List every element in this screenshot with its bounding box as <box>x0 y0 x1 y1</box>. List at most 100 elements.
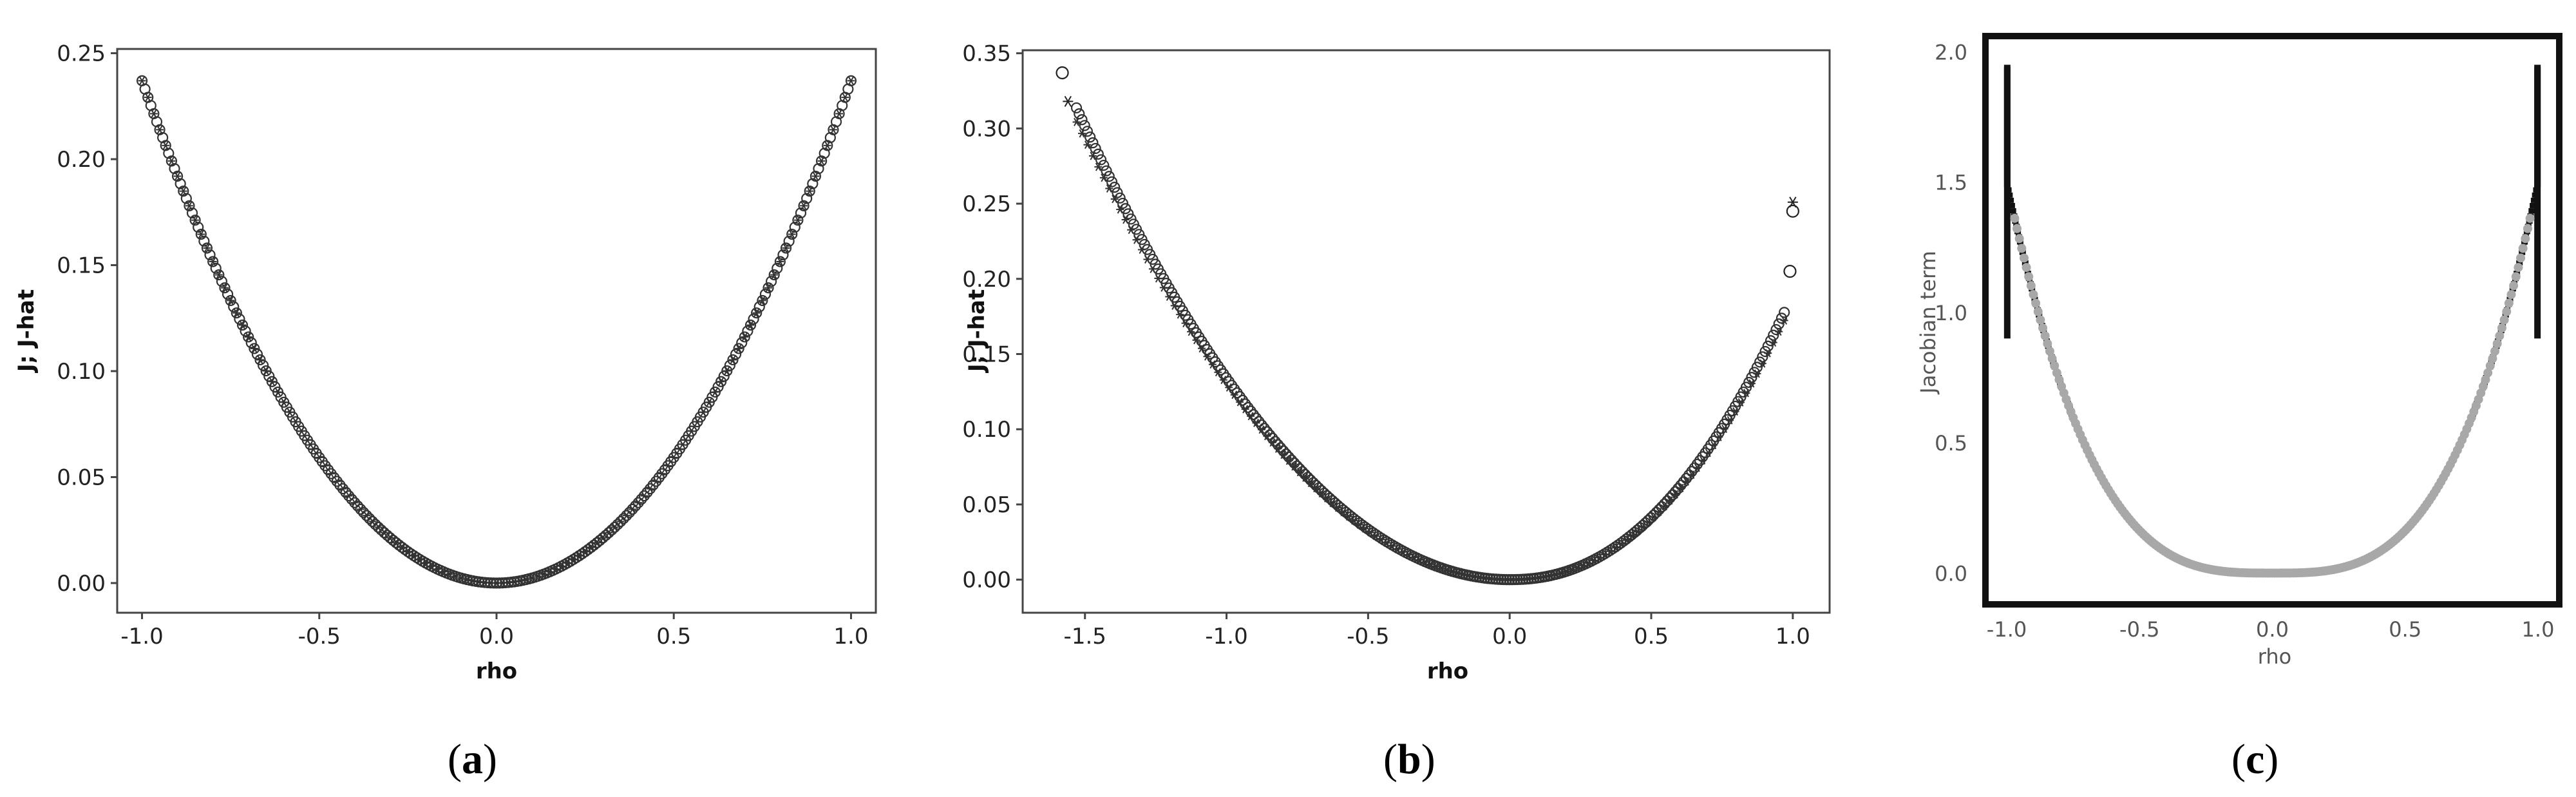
data-point-circle <box>1125 213 1137 225</box>
data-point-circle <box>1762 340 1774 352</box>
data-point-circle <box>1269 436 1281 447</box>
data-point-dot <box>2506 290 2516 300</box>
panel-b-y-axis-label: J; J-hat <box>964 289 990 373</box>
data-point-dash <box>2530 202 2537 208</box>
x-tick-label: -1.0 <box>1205 624 1247 649</box>
data-point-dash <box>2516 260 2523 265</box>
data-point-circle <box>175 178 186 189</box>
data-point-circle <box>632 497 644 508</box>
data-point-asterisk <box>741 332 749 341</box>
data-point-circle <box>1114 192 1126 204</box>
data-point-circle <box>845 75 857 86</box>
data-point-circle <box>1607 543 1618 555</box>
data-point-circle <box>603 527 614 539</box>
data-point-dot <box>2502 307 2512 316</box>
data-point-circle <box>366 515 378 528</box>
data-point-asterisk <box>746 321 755 330</box>
panel-b: -1.5 -1.0 -0.5 0.0 0.5 1.0 0.000.050.100.150.… <box>962 41 1831 783</box>
data-point-circle <box>1669 486 1681 497</box>
y-tick-label: 0.05 <box>57 465 106 490</box>
data-point-circle <box>753 301 765 312</box>
data-point-dot <box>2038 323 2048 333</box>
data-point-circle <box>1112 187 1123 198</box>
data-point-dot <box>2514 263 2523 273</box>
data-point-circle <box>234 313 245 325</box>
x-tick-label: 0.0 <box>1492 624 1527 649</box>
y-tick-label: 1.0 <box>1935 301 1967 325</box>
data-point-circle <box>195 228 207 240</box>
data-point-dot <box>2499 315 2509 325</box>
data-point-circle <box>813 163 824 175</box>
data-point-asterisk <box>835 109 844 118</box>
data-point-dot <box>2052 368 2061 378</box>
data-point-asterisk <box>841 93 849 102</box>
x-tick-label: 1.0 <box>2522 617 2555 642</box>
data-point-circle <box>810 170 822 182</box>
x-tick-label: 0.5 <box>656 624 691 649</box>
data-point-asterisk <box>1758 359 1766 368</box>
data-point-dot <box>2022 263 2031 273</box>
data-point-asterisk <box>752 309 761 318</box>
data-point-circle <box>644 483 656 495</box>
x-tick-label: -0.5 <box>2119 617 2159 642</box>
data-point-circle <box>207 256 219 267</box>
data-point-circle <box>361 510 372 521</box>
x-tick-label: 0.0 <box>2256 617 2289 642</box>
data-point-circle <box>1768 329 1779 341</box>
data-point-asterisk <box>1753 369 1761 378</box>
data-point-circle <box>792 215 804 226</box>
data-point-dot <box>2511 272 2521 282</box>
data-point-dot <box>2523 224 2532 233</box>
data-point-circle <box>1285 454 1298 466</box>
data-point-circle <box>609 521 621 533</box>
data-point-circle <box>1101 165 1112 177</box>
data-point-circle <box>757 294 768 307</box>
data-point-circle <box>766 276 777 287</box>
data-point-circle <box>186 207 198 219</box>
data-point-asterisk <box>1742 389 1750 398</box>
data-point-asterisk <box>1775 327 1783 336</box>
panel-c-points <box>2003 64 2541 578</box>
panel-c-frame <box>1982 33 2562 608</box>
data-point-circle <box>1680 472 1692 485</box>
data-point-dot <box>2010 213 2020 223</box>
data-point-dot <box>2504 298 2514 308</box>
data-point-circle <box>372 521 384 533</box>
data-point-asterisk <box>847 76 855 85</box>
data-point-asterisk <box>1747 379 1756 388</box>
data-point-circle <box>1664 492 1676 504</box>
data-point-circle <box>744 319 757 331</box>
data-point-circle <box>1092 148 1104 160</box>
panel-a-y-ticks: 0.00 0.05 0.10 0.15 0.20 0.25 <box>57 41 117 597</box>
data-point-circle <box>1365 525 1376 537</box>
data-point-circle <box>213 269 225 281</box>
y-tick-label: 0.15 <box>962 342 1011 368</box>
data-point-circle <box>343 490 355 502</box>
data-point-circle <box>1274 442 1287 454</box>
data-point-circle <box>742 325 753 337</box>
data-point-circle <box>615 515 627 528</box>
data-point-circle <box>1122 208 1134 220</box>
data-point-circle <box>1370 529 1382 541</box>
panel-c-x-ticks: -1.0 -0.5 0.0 0.5 1.0 <box>1987 617 2555 642</box>
y-tick-label: 0.5 <box>1935 431 1967 456</box>
y-tick-label: 1.5 <box>1935 171 1967 195</box>
data-point-circle <box>243 331 254 343</box>
data-point-circle <box>1109 182 1121 193</box>
data-point-circle <box>621 510 632 521</box>
data-point-dot <box>2047 354 2057 363</box>
data-point-circle <box>1770 323 1782 336</box>
data-point-dot <box>2045 347 2054 356</box>
data-point-circle <box>260 365 272 377</box>
data-point-circle <box>1056 66 1069 80</box>
data-point-circle <box>1090 142 1101 155</box>
data-point-circle <box>1079 120 1090 131</box>
data-point-circle <box>1675 479 1687 491</box>
x-tick-label: -0.5 <box>298 624 341 649</box>
y-tick-label: 0.05 <box>962 492 1011 518</box>
data-point-circle <box>1783 265 1797 278</box>
data-point-circle <box>1098 159 1110 171</box>
data-point-circle <box>759 289 772 300</box>
data-point-circle <box>184 200 195 211</box>
